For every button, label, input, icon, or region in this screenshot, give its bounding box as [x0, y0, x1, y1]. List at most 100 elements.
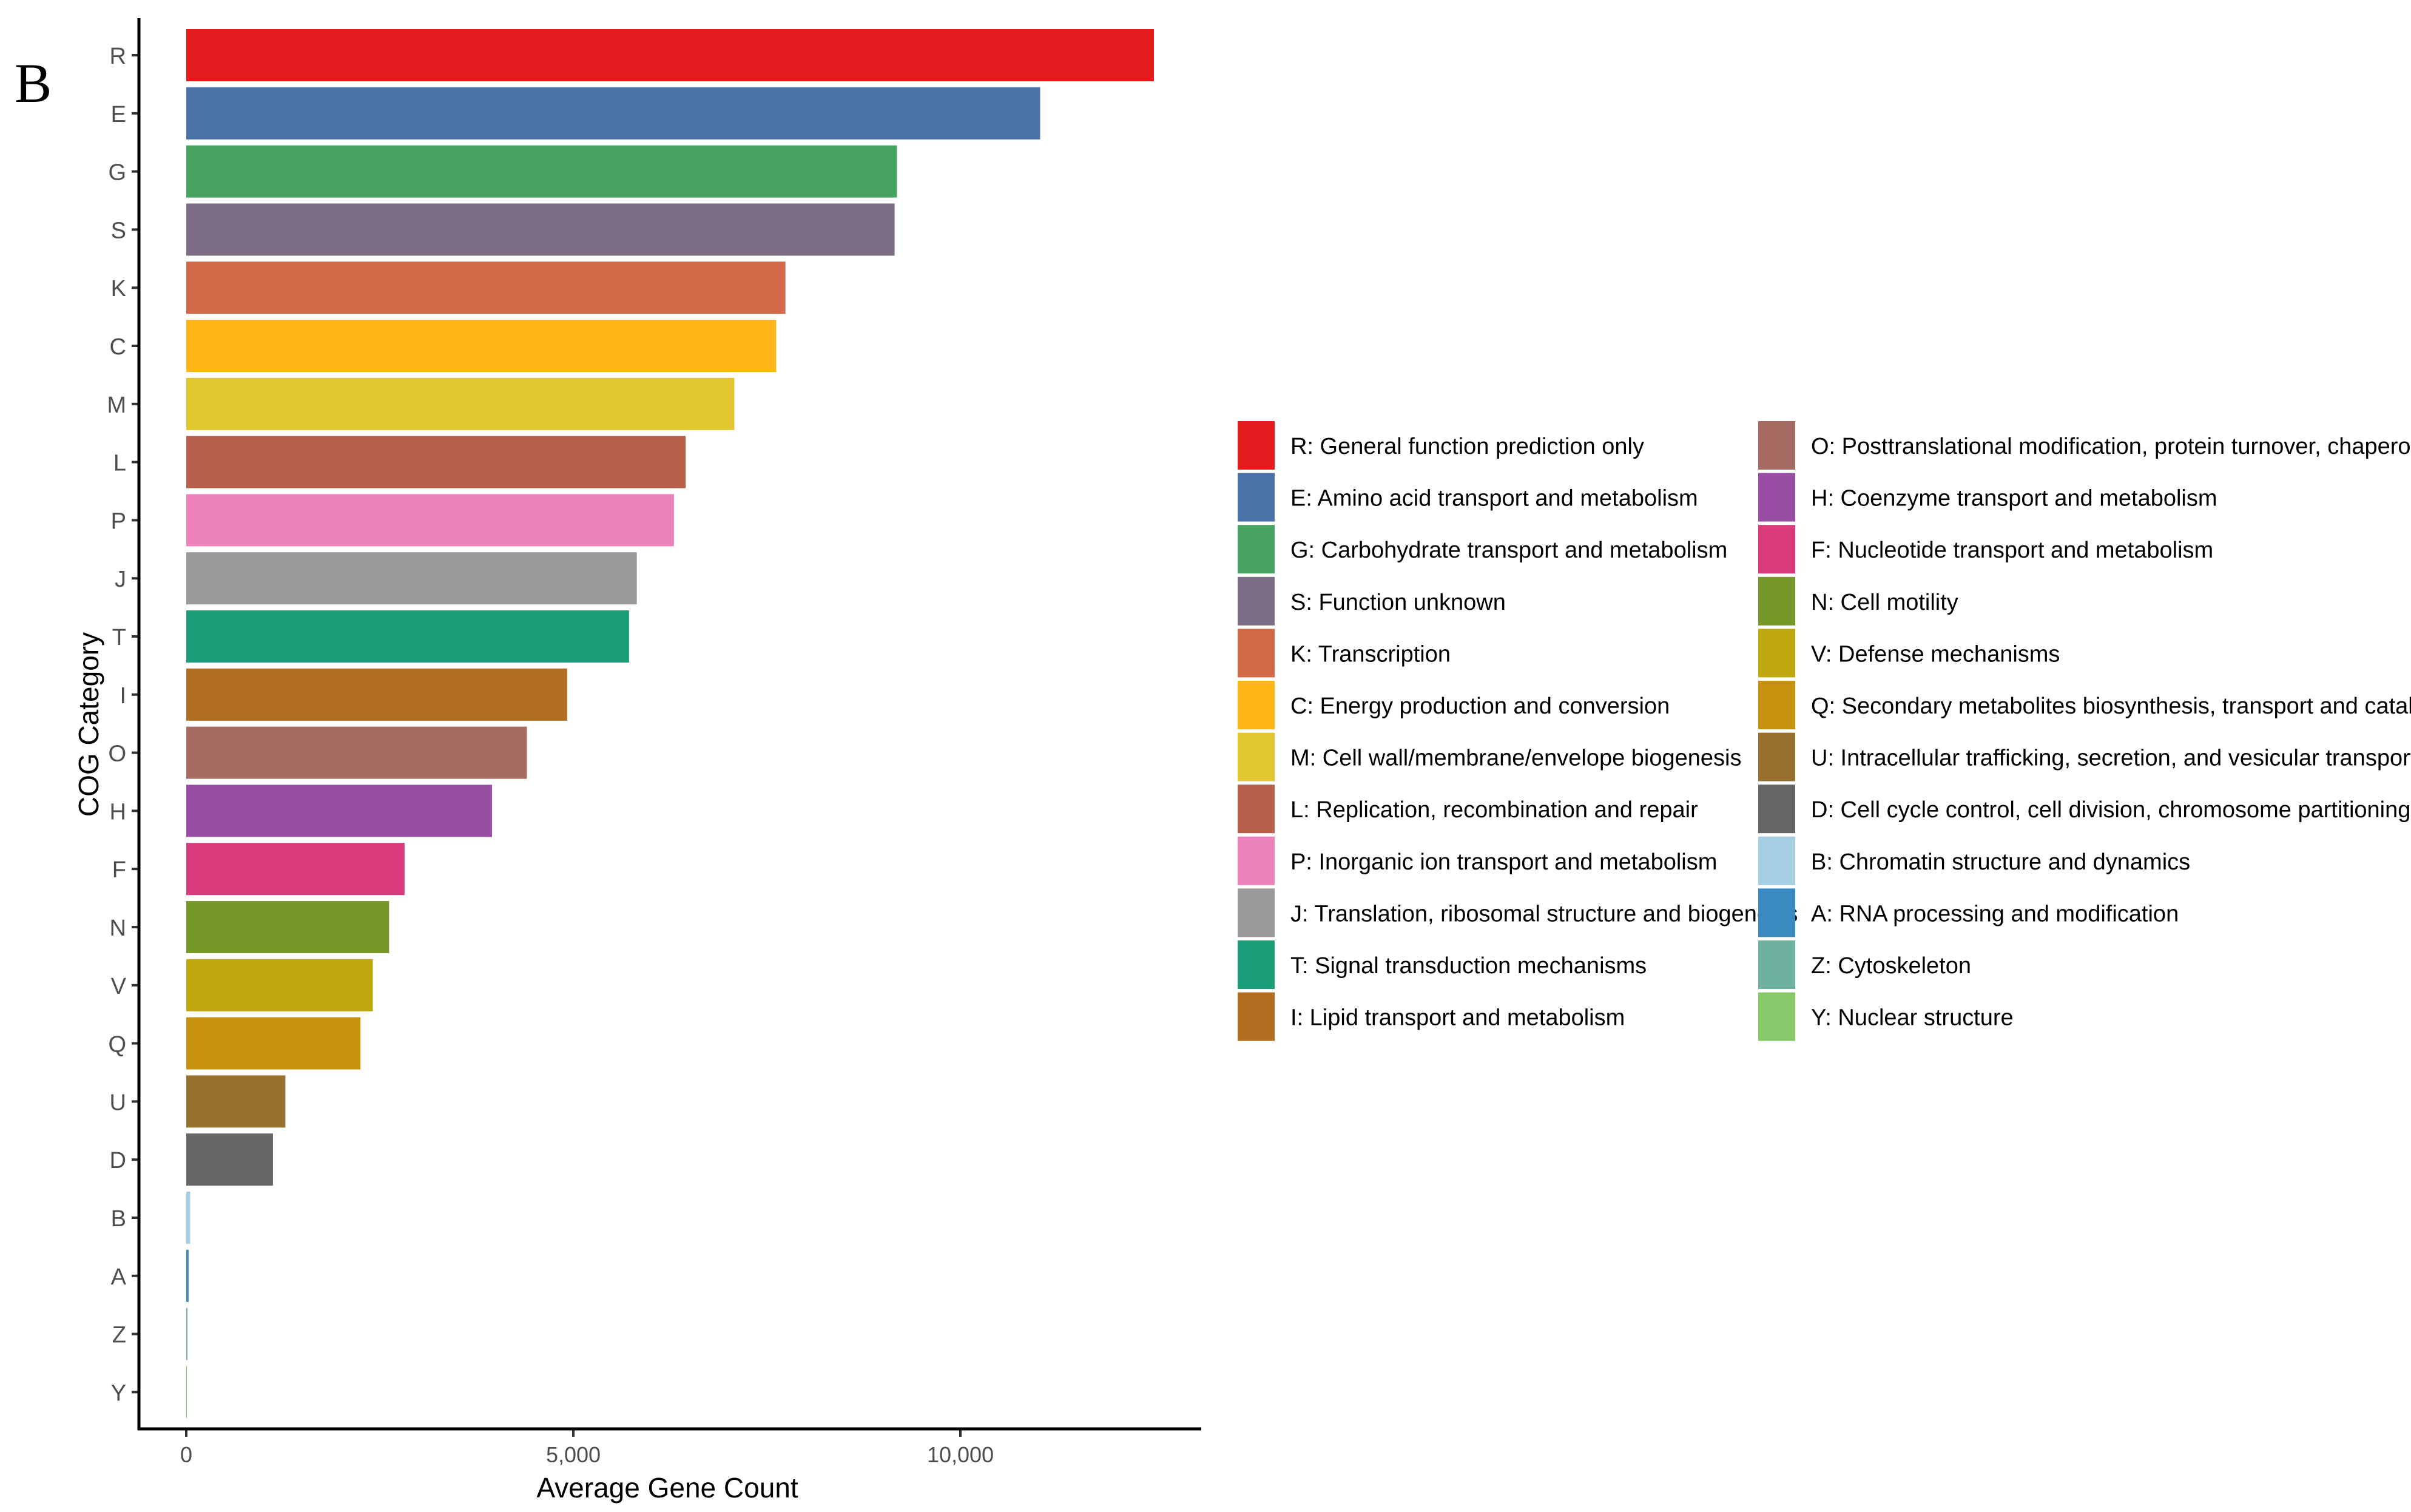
legend-label-S: S: Function unknown: [1290, 590, 1506, 615]
legend-label-P: P: Inorganic ion transport and metabolis…: [1290, 849, 1717, 875]
legend-label-T: T: Signal transduction mechanisms: [1290, 953, 1647, 979]
bar-B: [186, 1192, 191, 1244]
bar-C: [186, 320, 777, 372]
y-tick-label: R: [110, 44, 126, 69]
legend-swatch-V: [1758, 629, 1795, 678]
y-tick-label: K: [111, 276, 126, 302]
legend-swatch-E: [1238, 473, 1275, 522]
legend-label-J: J: Translation, ribosomal structure and …: [1290, 901, 1798, 926]
x-axis-ticks: 0 5,000 10,000: [180, 1429, 994, 1467]
legend-label-K: K: Transcription: [1290, 641, 1451, 667]
y-tick-label: M: [107, 393, 126, 418]
y-tick-label: A: [111, 1264, 127, 1290]
legend-swatch-F: [1758, 525, 1795, 574]
legend-swatch-K: [1238, 629, 1275, 678]
legend-swatch-L: [1238, 785, 1275, 834]
legend-label-I: I: Lipid transport and metabolism: [1290, 1005, 1625, 1031]
legend-swatch-G: [1238, 525, 1275, 574]
legend: R: General function prediction only E: Am…: [1238, 421, 2411, 1041]
y-tick-label: H: [110, 799, 126, 825]
y-tick-label: C: [110, 334, 126, 360]
bar-Z: [186, 1308, 187, 1360]
bar-I: [186, 668, 567, 721]
y-tick-label: V: [111, 974, 127, 999]
bar-L: [186, 436, 686, 488]
y-tick-label: D: [110, 1148, 126, 1173]
y-tick-label: S: [111, 218, 126, 243]
bar-F: [186, 843, 405, 896]
y-tick-label: N: [110, 916, 126, 941]
legend-swatch-N: [1758, 576, 1795, 626]
bar-A: [186, 1249, 189, 1302]
legend-swatch-I: [1238, 992, 1275, 1041]
bar-E: [186, 87, 1040, 140]
legend-swatch-M: [1238, 732, 1275, 781]
bar-N: [186, 901, 389, 953]
x-axis-title: Average Gene Count: [536, 1472, 798, 1504]
bar-Y: [186, 1366, 187, 1419]
legend-label-R: R: General function prediction only: [1290, 434, 1644, 459]
x-tick-label: 5,000: [546, 1442, 601, 1467]
y-tick-label: B: [111, 1206, 126, 1232]
legend-label-E: E: Amino acid transport and metabolism: [1290, 486, 1698, 511]
panel-label: B: [15, 52, 52, 114]
y-tick-label: Y: [111, 1380, 126, 1406]
bar-U: [186, 1075, 286, 1128]
legend-label-B: B: Chromatin structure and dynamics: [1811, 849, 2190, 875]
legend-swatch-O: [1758, 421, 1795, 470]
y-tick-label: J: [115, 567, 126, 592]
bar-M: [186, 377, 735, 430]
legend-swatch-S: [1238, 576, 1275, 626]
legend-swatch-P: [1238, 836, 1275, 885]
bar-J: [186, 552, 637, 605]
y-tick-label: U: [110, 1090, 126, 1115]
legend-swatch-Z: [1758, 940, 1795, 989]
legend-label-C: C: Energy production and conversion: [1290, 694, 1670, 719]
legend-swatch-R: [1238, 421, 1275, 470]
legend-label-O: O: Posttranslational modification, prote…: [1811, 434, 2411, 459]
bar-R: [186, 29, 1154, 81]
bar-P: [186, 494, 674, 547]
legend-label-G: G: Carbohydrate transport and metabolism: [1290, 538, 1727, 563]
legend-swatch-B: [1758, 836, 1795, 885]
legend-label-Q: Q: Secondary metabolites biosynthesis, t…: [1811, 694, 2411, 719]
legend-label-V: V: Defense mechanisms: [1811, 641, 2060, 667]
legend-label-A: A: RNA processing and modification: [1811, 901, 2179, 926]
legend-swatch-D: [1758, 785, 1795, 834]
y-tick-label: L: [113, 451, 126, 476]
y-axis-title: COG Category: [73, 632, 104, 817]
x-tick-label: 0: [180, 1442, 192, 1467]
bar-V: [186, 959, 373, 1011]
y-tick-label: O: [108, 741, 126, 767]
x-tick-label: 10,000: [927, 1442, 994, 1467]
legend-label-M: M: Cell wall/membrane/envelope biogenesi…: [1290, 746, 1742, 771]
y-tick-label: Z: [112, 1323, 126, 1348]
legend-swatch-A: [1758, 888, 1795, 937]
y-tick-label: P: [111, 508, 126, 534]
legend-swatch-T: [1238, 940, 1275, 989]
y-tick-label: Q: [108, 1032, 126, 1058]
bar-T: [186, 610, 629, 663]
y-tick-label: G: [108, 160, 126, 186]
y-axis-ticks: R E G S K C M L P J T I O H F N V Q U D B A Z Y: [107, 44, 139, 1406]
y-tick-label: I: [120, 683, 126, 709]
legend-swatch-Q: [1758, 681, 1795, 729]
legend-label-D: D: Cell cycle control, cell division, ch…: [1811, 797, 2410, 823]
legend-label-H: H: Coenzyme transport and metabolism: [1811, 486, 2217, 511]
bar-H: [186, 785, 493, 837]
legend-label-N: N: Cell motility: [1811, 590, 1958, 615]
legend-label-Y: Y: Nuclear structure: [1811, 1005, 2014, 1031]
legend-swatch-C: [1238, 681, 1275, 729]
y-tick-label: F: [112, 857, 126, 883]
bar-S: [186, 203, 895, 256]
legend-label-F: F: Nucleotide transport and metabolism: [1811, 538, 2213, 563]
bar-Q: [186, 1017, 361, 1070]
legend-swatch-U: [1758, 732, 1795, 781]
legend-label-Z: Z: Cytoskeleton: [1811, 953, 1971, 979]
bar-G: [186, 145, 897, 198]
legend-label-U: U: Intracellular trafficking, secretion,…: [1811, 746, 2411, 771]
y-tick-label: E: [111, 102, 126, 127]
bar-K: [186, 262, 786, 314]
legend-swatch-H: [1758, 473, 1795, 522]
